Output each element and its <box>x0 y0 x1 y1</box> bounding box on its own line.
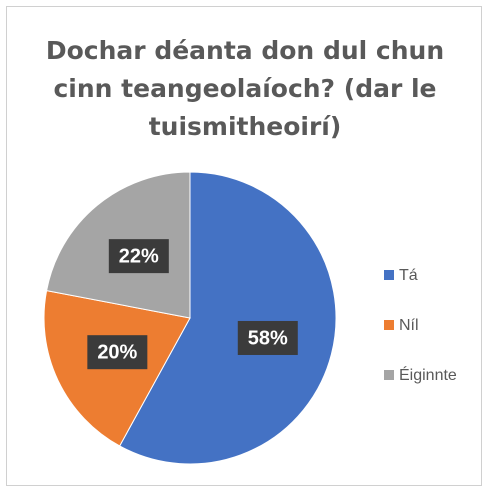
pie-slice <box>118 171 337 465</box>
legend-swatch <box>384 370 394 380</box>
data-label: 22% <box>119 245 159 267</box>
legend-label: Éiginnte <box>399 365 457 384</box>
chart-title: Dochar déanta don dul chun cinn teangeol… <box>45 36 445 141</box>
data-label-box <box>108 239 169 274</box>
data-label: 20% <box>97 341 137 363</box>
legend-label: Níl <box>399 317 419 334</box>
legend-swatch <box>384 320 394 330</box>
chart-border <box>6 6 482 486</box>
data-label: 58% <box>248 327 288 349</box>
data-label-box <box>237 320 298 355</box>
legend-swatch <box>384 270 394 280</box>
data-label-box <box>87 335 148 370</box>
legend-label: Tá <box>399 267 418 284</box>
